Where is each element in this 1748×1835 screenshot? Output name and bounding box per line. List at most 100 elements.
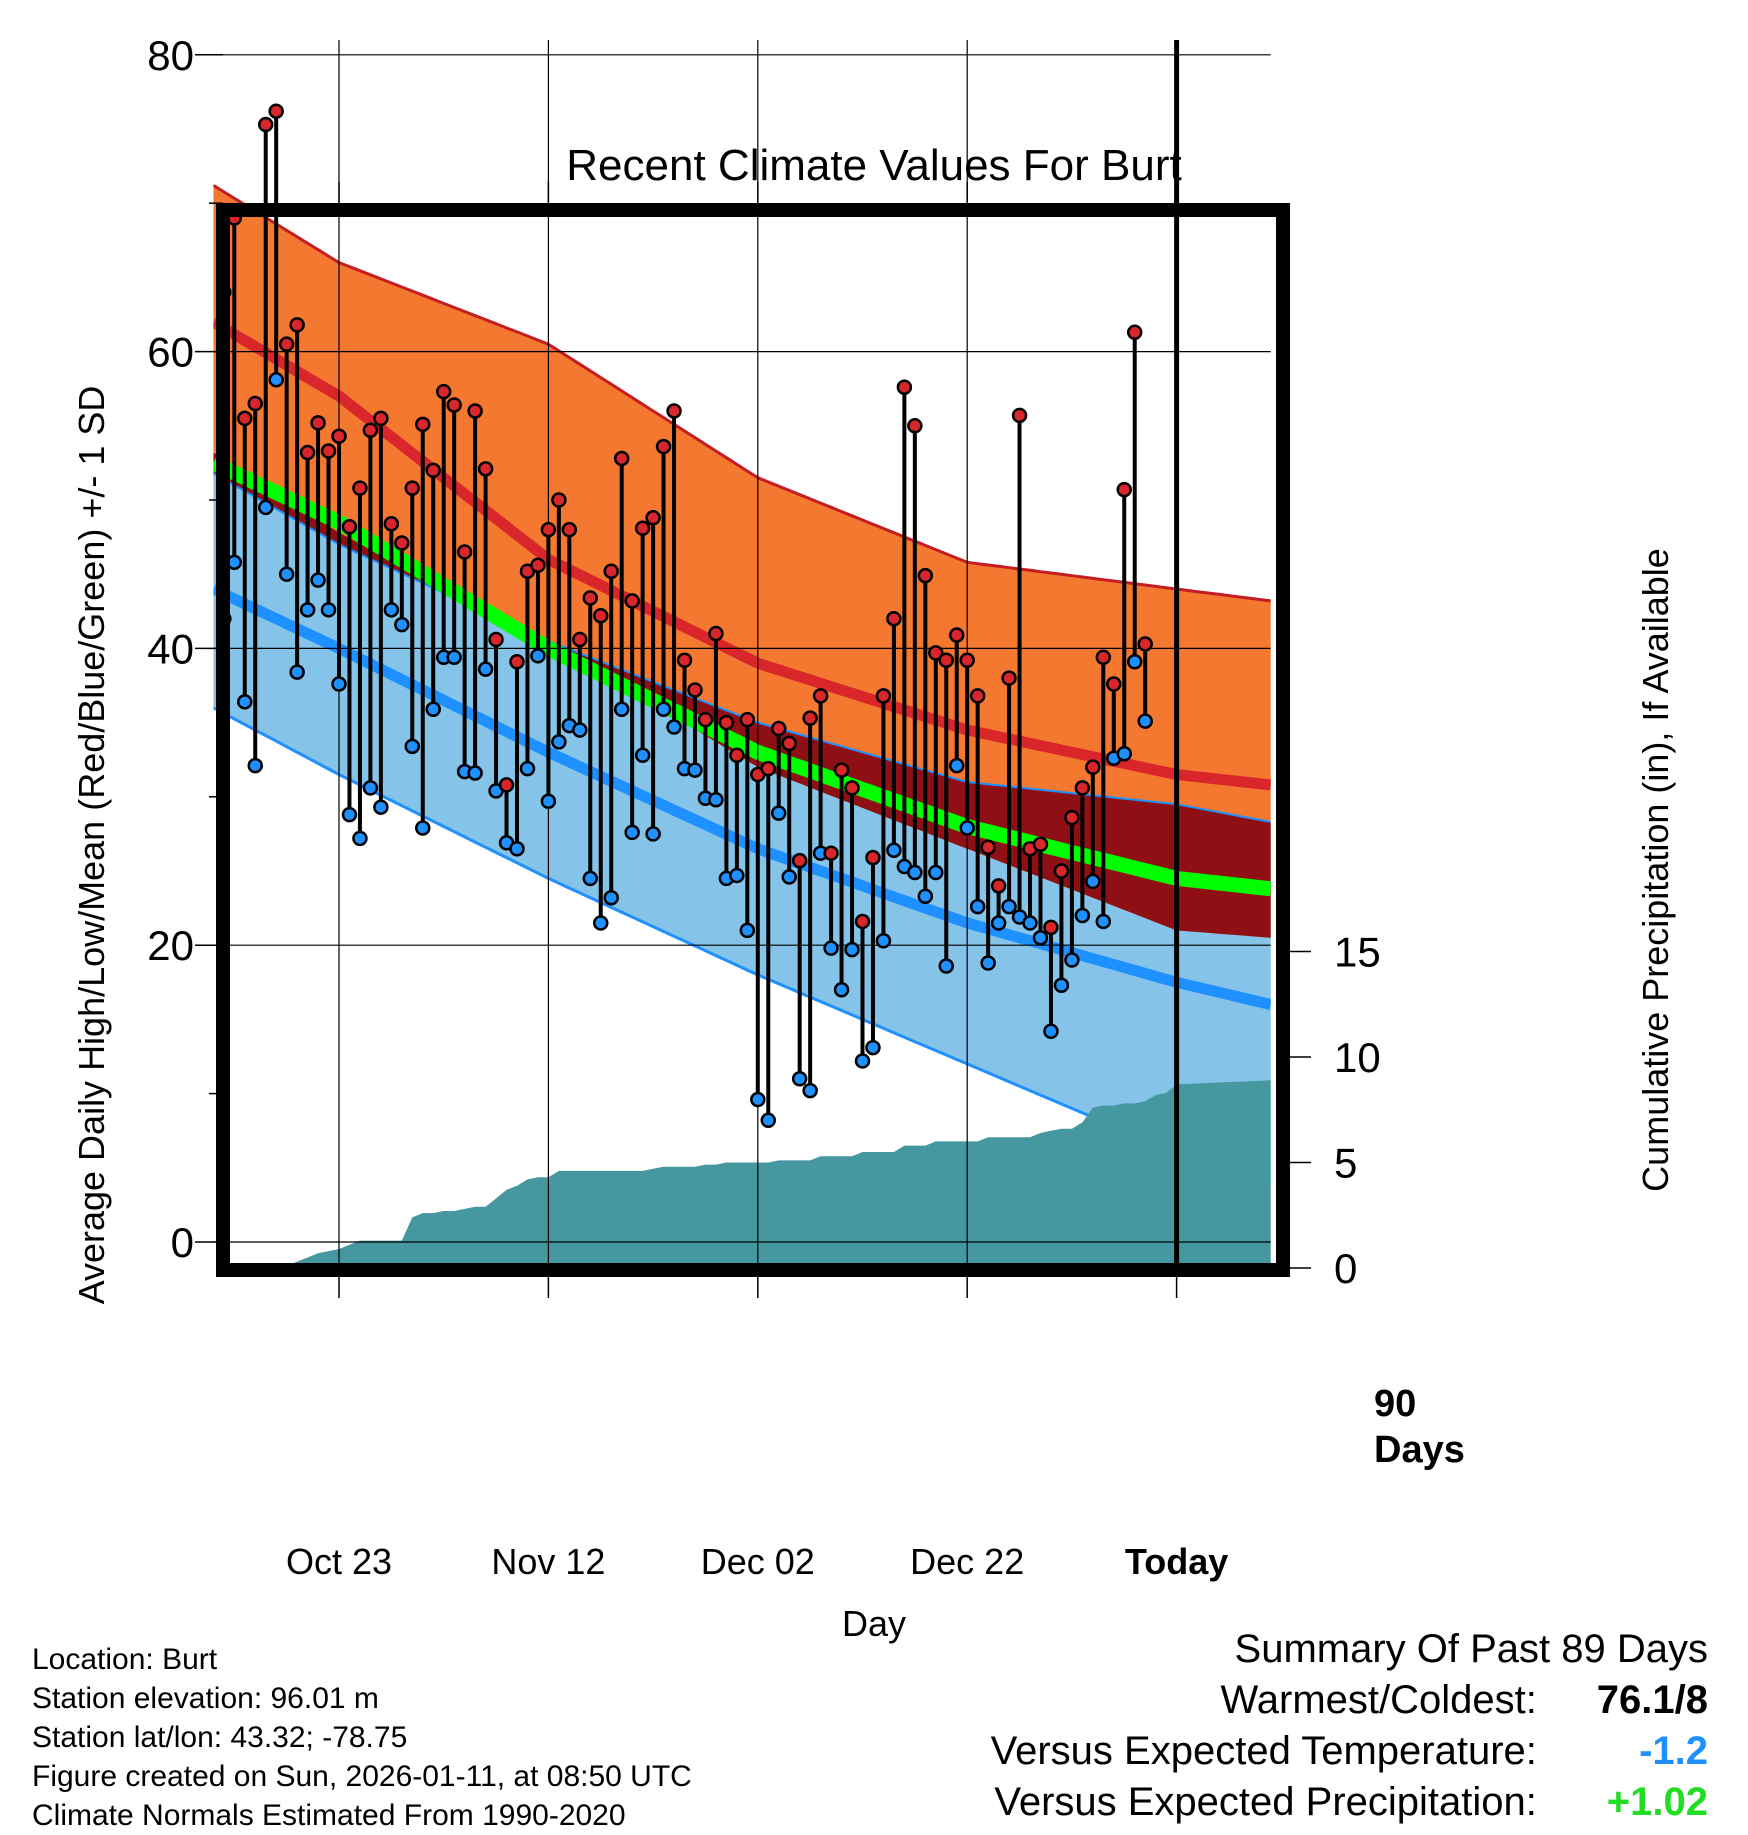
daily-high-point <box>613 450 630 467</box>
high-plus-sd-line <box>213 184 1271 603</box>
daily-low-point <box>990 915 1007 931</box>
daily-low-point <box>237 694 253 710</box>
daily-high-point <box>498 777 515 793</box>
daily-high-point <box>1064 809 1080 826</box>
daily-low-point <box>770 805 787 821</box>
x-axis-label: Day <box>842 1603 906 1644</box>
daily-low-point <box>1116 746 1132 762</box>
y-tick-label: 0 <box>171 1219 194 1266</box>
daily-low-point <box>1001 898 1017 915</box>
daily-low-point <box>854 1053 871 1069</box>
daily-high-point <box>708 625 724 642</box>
daily-high-point <box>781 735 797 752</box>
daily-high-point <box>802 710 818 726</box>
daily-high-point <box>362 422 379 439</box>
precip-vs-expected-label: Versus Expected Precipitation: <box>994 1780 1537 1824</box>
daily-low-point <box>572 722 588 738</box>
daily-high-point <box>383 515 400 532</box>
daily-low-point <box>320 602 337 618</box>
daily-low-point <box>708 792 724 808</box>
station-elevation: Station elevation: 96.01 m <box>32 1682 379 1715</box>
daily-low-point <box>948 757 965 774</box>
daily-high-point <box>373 410 389 427</box>
daily-high-point <box>959 652 975 669</box>
daily-low-point <box>959 820 975 836</box>
daily-high-point <box>1106 676 1122 692</box>
today-label-line1: 90 <box>1374 1383 1416 1425</box>
daily-low-point <box>394 616 410 633</box>
daily-high-point <box>257 116 274 133</box>
daily-low-point <box>268 372 284 388</box>
daily-low-point <box>603 889 619 906</box>
daily-low-point <box>928 864 944 881</box>
daily-high-point <box>289 317 305 333</box>
daily-low-point <box>247 757 263 774</box>
overlap-band <box>213 452 1271 938</box>
daily-low-point <box>257 499 274 516</box>
summary-title: Summary Of Past 89 Days <box>1234 1627 1708 1671</box>
daily-high-point <box>268 103 284 119</box>
daily-low-point <box>634 747 651 763</box>
precip-area <box>280 1080 1271 1268</box>
daily-high-point <box>1043 919 1059 936</box>
daily-low-point <box>415 820 431 836</box>
climate-normals-note: Climate Normals Estimated From 1990-2020 <box>32 1799 626 1832</box>
daily-high-point <box>320 443 337 459</box>
y2-axis-label: Cumulative Precipitation (in), If Availa… <box>1635 548 1676 1192</box>
chart-title: Recent Climate Values For Burt <box>566 141 1181 190</box>
daily-observations <box>216 103 1153 1129</box>
daily-low-point <box>551 734 567 750</box>
y2-tick-label: 5 <box>1334 1140 1357 1187</box>
figure-created: Figure created on Sun, 2026-01-11, at 08… <box>32 1760 692 1793</box>
daily-low-point <box>645 826 661 842</box>
daily-high-point <box>676 652 693 669</box>
x-tick-label: Nov 12 <box>491 1541 605 1582</box>
daily-low-point <box>446 649 462 666</box>
x-tick-label: Today <box>1125 1541 1228 1582</box>
daily-high-point <box>278 336 295 352</box>
high-normal-band <box>213 185 1271 938</box>
daily-high-point <box>969 688 986 704</box>
daily-low-point <box>467 765 483 781</box>
daily-low-point <box>425 701 441 717</box>
daily-high-point <box>896 379 913 395</box>
daily-high-point <box>928 645 944 661</box>
daily-low-point <box>791 1071 808 1087</box>
low-normal-band <box>213 473 1271 1180</box>
daily-low-point <box>613 701 630 717</box>
daily-high-point <box>477 461 494 477</box>
daily-low-point <box>624 824 640 841</box>
daily-low-point <box>1126 654 1143 670</box>
daily-low-point <box>907 864 923 881</box>
daily-high-point <box>530 557 546 574</box>
daily-high-point <box>551 492 567 508</box>
daily-low-point <box>352 830 368 847</box>
daily-high-point <box>603 563 619 579</box>
daily-high-point <box>435 383 452 400</box>
plot-frame <box>216 203 1290 1277</box>
y-tick-label: 60 <box>147 329 194 376</box>
daily-high-point <box>299 444 316 461</box>
daily-high-point <box>791 852 808 869</box>
normal-low-line <box>213 584 1271 1010</box>
daily-high-point <box>666 403 682 419</box>
x-tick-label: Dec 22 <box>910 1541 1024 1582</box>
x-tick-label: Oct 23 <box>286 1541 392 1582</box>
daily-low-point <box>1074 907 1091 924</box>
daily-high-point <box>875 688 892 704</box>
daily-low-point <box>833 981 850 998</box>
daily-high-point <box>844 780 860 796</box>
daily-low-point <box>802 1082 818 1099</box>
daily-low-point <box>310 572 326 588</box>
station-location: Location: Burt <box>32 1643 218 1676</box>
daily-low-point <box>917 888 934 904</box>
daily-high-point <box>854 913 871 930</box>
daily-high-point <box>645 510 661 526</box>
daily-low-point <box>582 870 599 887</box>
daily-high-point <box>1085 759 1101 775</box>
daily-high-point <box>467 403 483 419</box>
y2-tick-label: 15 <box>1334 929 1381 976</box>
daily-low-point <box>540 793 557 810</box>
daily-low-point <box>289 664 305 680</box>
daily-high-point <box>1011 407 1028 424</box>
